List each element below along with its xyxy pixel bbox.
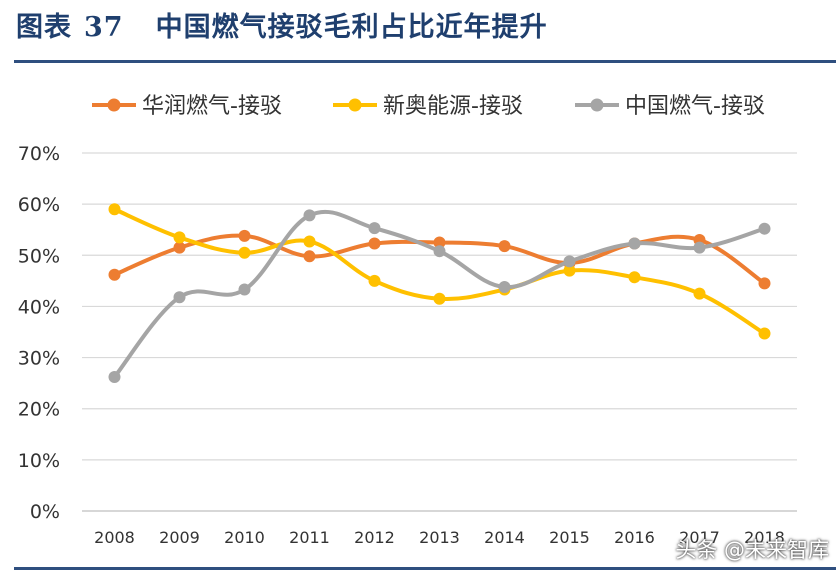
x-tick-label: 2018 — [744, 528, 785, 547]
legend-label: 中国燃气-接驳 — [625, 94, 765, 119]
data-point — [433, 245, 446, 258]
data-point — [303, 235, 316, 248]
top-rule — [14, 60, 836, 63]
y-tick-label: 70% — [18, 143, 60, 165]
data-point — [238, 246, 251, 259]
data-point — [628, 237, 641, 250]
y-tick-label: 10% — [18, 450, 60, 472]
data-point — [758, 277, 771, 290]
data-point — [563, 255, 576, 268]
figure-title: 图表 37 中国燃气接驳毛利占比近年提升 — [16, 6, 548, 50]
legend-swatch-marker — [348, 98, 362, 112]
series-lines — [108, 203, 771, 384]
data-point — [693, 241, 706, 254]
x-tick-label: 2016 — [614, 528, 655, 547]
bottom-rule — [14, 567, 836, 570]
y-tick-label: 0% — [30, 501, 60, 523]
data-point — [368, 237, 381, 250]
legend-item-1: 新奥能源-接驳 — [333, 94, 523, 119]
data-point — [173, 241, 186, 254]
figure-number: 37 — [84, 12, 124, 43]
series-line-2 — [112, 209, 767, 380]
x-tick-label: 2013 — [419, 528, 460, 547]
data-point — [173, 291, 186, 304]
data-point — [498, 240, 511, 253]
data-point — [108, 203, 121, 216]
legend-label: 华润燃气-接驳 — [142, 94, 282, 119]
data-point — [368, 274, 381, 287]
series-line-1 — [112, 207, 767, 336]
data-point — [758, 327, 771, 340]
gridlines — [82, 152, 797, 512]
data-point — [108, 268, 121, 281]
data-point — [693, 287, 706, 300]
x-tick-label: 2009 — [159, 528, 200, 547]
data-point — [368, 222, 381, 235]
y-tick-label: 20% — [18, 399, 60, 421]
x-tick-label: 2017 — [679, 528, 720, 547]
legend-item-2: 中国燃气-接驳 — [575, 94, 765, 119]
legend-swatch-marker — [107, 98, 121, 112]
x-tick-label: 2010 — [224, 528, 265, 547]
watermark: 头条 @未来智库 — [675, 538, 829, 562]
y-tick-label: 30% — [18, 348, 60, 370]
legend: 华润燃气-接驳 新奥能源-接驳 中国燃气-接驳 — [92, 94, 765, 119]
y-axis: 0% 10% 20% 30% 40% 50% 60% 70% — [18, 143, 60, 523]
x-tick-label: 2011 — [289, 528, 330, 547]
data-point — [108, 371, 121, 384]
figure-title-text: 中国燃气接驳毛利占比近年提升 — [155, 12, 548, 43]
data-point — [238, 229, 251, 242]
data-point — [238, 283, 251, 296]
x-tick-label: 2015 — [549, 528, 590, 547]
data-point — [433, 236, 446, 249]
legend-swatch-marker — [590, 98, 604, 112]
legend-item-0: 华润燃气-接驳 — [92, 94, 282, 119]
data-point — [303, 209, 316, 222]
x-tick-label: 2012 — [354, 528, 395, 547]
x-tick-label: 2008 — [94, 528, 135, 547]
y-tick-label: 50% — [18, 245, 60, 267]
figure-label: 图表 — [16, 12, 72, 43]
data-point — [433, 292, 446, 305]
y-tick-label: 60% — [18, 194, 60, 216]
data-point — [303, 250, 316, 263]
data-point — [173, 231, 186, 244]
legend-label: 新奥能源-接驳 — [383, 94, 523, 119]
data-point — [563, 264, 576, 277]
x-axis: 2008 2009 2010 2011 2012 2013 2014 2015 2016 2017… — [94, 528, 785, 547]
y-tick-label: 40% — [18, 296, 60, 318]
data-point — [628, 271, 641, 284]
x-tick-label: 2014 — [484, 528, 525, 547]
data-point — [498, 280, 511, 293]
data-point — [758, 222, 771, 235]
